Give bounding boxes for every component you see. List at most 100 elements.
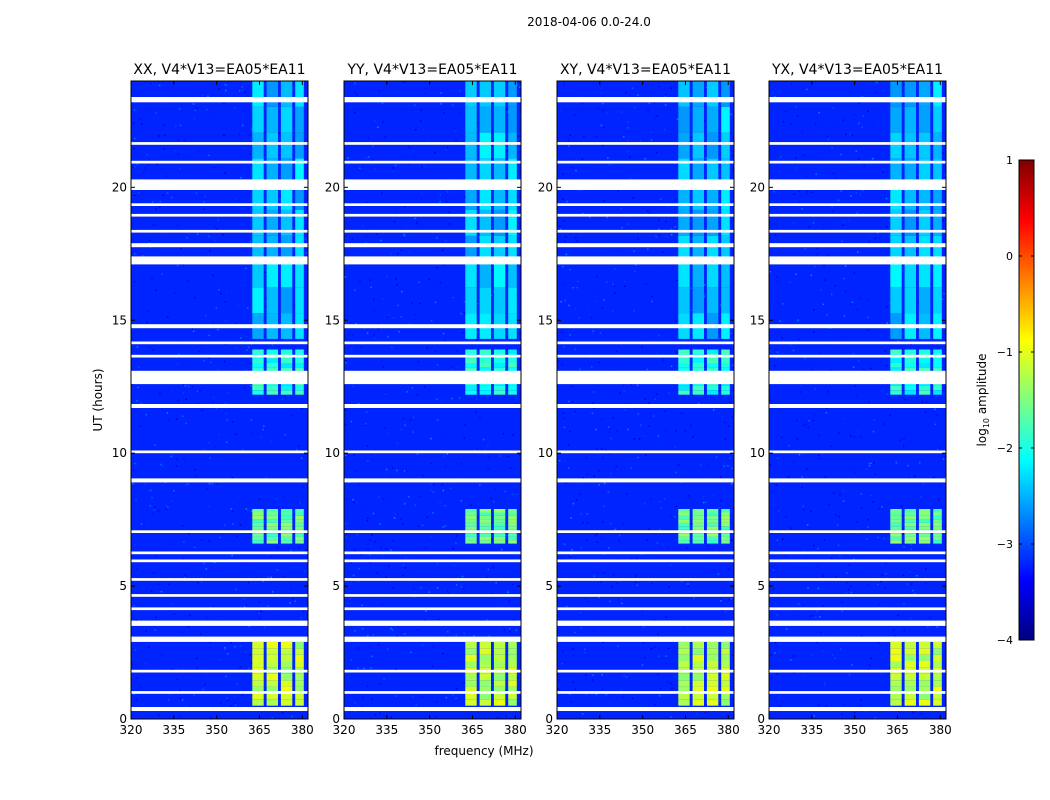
rfi-block <box>918 132 931 159</box>
rfi-block <box>721 158 730 185</box>
rfi-block <box>508 261 517 288</box>
rfi-block <box>721 692 730 700</box>
rfi-block <box>252 235 264 262</box>
rfi-block <box>721 536 730 541</box>
rfi-block <box>266 699 278 706</box>
rfi-block <box>918 363 931 368</box>
rfi-block <box>721 509 730 513</box>
flagged-row <box>131 450 308 454</box>
rfi-block <box>706 522 719 527</box>
rfi-block <box>479 648 491 655</box>
rfi-block <box>508 349 517 354</box>
panel-4: YX, V4*V13=EA05*EA11 320 335 350 365 380 0 5 10 1… <box>750 62 952 737</box>
rfi-block <box>933 363 942 368</box>
rfi-block <box>465 132 477 159</box>
flagged-row <box>557 354 734 358</box>
flagged-row <box>344 179 521 190</box>
rfi-block <box>904 692 916 700</box>
flagged-row <box>131 636 308 642</box>
rfi-block <box>493 533 506 537</box>
rfi-block <box>252 519 264 523</box>
rfi-block <box>493 349 506 354</box>
rfi-block <box>890 641 902 649</box>
rfi-block <box>918 367 931 373</box>
rfi-block <box>280 654 293 662</box>
rfi-block <box>295 132 304 159</box>
rfi-block <box>493 132 506 159</box>
rfi-block <box>465 533 477 537</box>
rfi-block <box>280 385 293 391</box>
rfi-block <box>706 680 719 687</box>
rfi-block <box>252 363 264 368</box>
rfi-block <box>493 692 506 700</box>
rfi-block <box>465 686 477 693</box>
rfi-block <box>465 522 477 527</box>
rfi-block <box>465 287 477 314</box>
flagged-row <box>131 354 308 358</box>
rfi-block <box>280 184 293 210</box>
colorbar-tick-label: −4 <box>997 634 1013 647</box>
rfi-block <box>493 654 506 662</box>
rfi-block <box>465 367 477 373</box>
x-tick-label: 365 <box>461 723 484 737</box>
rfi-block <box>280 526 293 530</box>
rfi-block <box>252 106 264 133</box>
rfi-block <box>692 349 704 354</box>
rfi-block <box>692 261 704 288</box>
rfi-block <box>918 184 931 210</box>
flagged-row <box>131 213 308 217</box>
x-tick-label: 350 <box>418 723 441 737</box>
rfi-block <box>904 390 916 395</box>
rfi-block <box>692 526 704 530</box>
flagged-row <box>557 478 734 483</box>
rfi-block <box>266 235 278 262</box>
rfi-block <box>295 385 304 391</box>
rfi-block <box>706 692 719 700</box>
panel-3: XY, V4*V13=EA05*EA11 320 335 350 365 380 0 5 10 1… <box>538 62 740 737</box>
rfi-block <box>904 673 916 681</box>
rfi-block <box>479 358 491 363</box>
rfi-block <box>295 519 304 523</box>
x-tick-label: 335 <box>162 723 185 737</box>
rfi-block <box>678 641 690 649</box>
rfi-block <box>904 519 916 523</box>
rfi-block <box>508 512 517 516</box>
rfi-block <box>252 287 264 314</box>
rfi-block <box>252 390 264 395</box>
rfi-block <box>479 673 491 681</box>
rfi-block <box>904 686 916 693</box>
rfi-block <box>721 526 730 530</box>
rfi-block <box>252 680 264 687</box>
rfi-block <box>890 363 902 368</box>
rfi-block <box>266 158 278 185</box>
rfi-block <box>890 673 902 681</box>
rfi-block <box>465 363 477 368</box>
colorbar: 1 0 −1 −2 −3 −4 log10 amplitude <box>975 154 1035 647</box>
flagged-row <box>344 450 521 454</box>
flagged-row <box>769 213 946 217</box>
x-tick-label: 320 <box>120 723 143 737</box>
flagged-row <box>344 578 521 581</box>
rfi-block <box>479 540 491 544</box>
rfi-block <box>890 533 902 537</box>
rfi-block <box>706 654 719 662</box>
rfi-block <box>933 654 942 662</box>
rfi-block <box>465 209 477 236</box>
rfi-block <box>721 385 730 391</box>
rfi-block <box>692 699 704 706</box>
rfi-block <box>721 209 730 236</box>
x-tick-label: 365 <box>674 723 697 737</box>
rfi-block <box>904 699 916 706</box>
rfi-block <box>692 641 704 649</box>
rfi-block <box>252 512 264 516</box>
rfi-block <box>295 509 304 513</box>
rfi-block <box>890 385 902 391</box>
flagged-row <box>344 636 521 642</box>
rfi-block <box>295 641 304 649</box>
rfi-block <box>890 540 902 544</box>
flagged-row <box>557 213 734 217</box>
rfi-block <box>493 519 506 523</box>
panel-2: YY, V4*V13=EA05*EA11 320 335 350 365 380 0 5 10 1… <box>325 62 527 737</box>
rfi-block <box>890 680 902 687</box>
rfi-block <box>266 132 278 159</box>
